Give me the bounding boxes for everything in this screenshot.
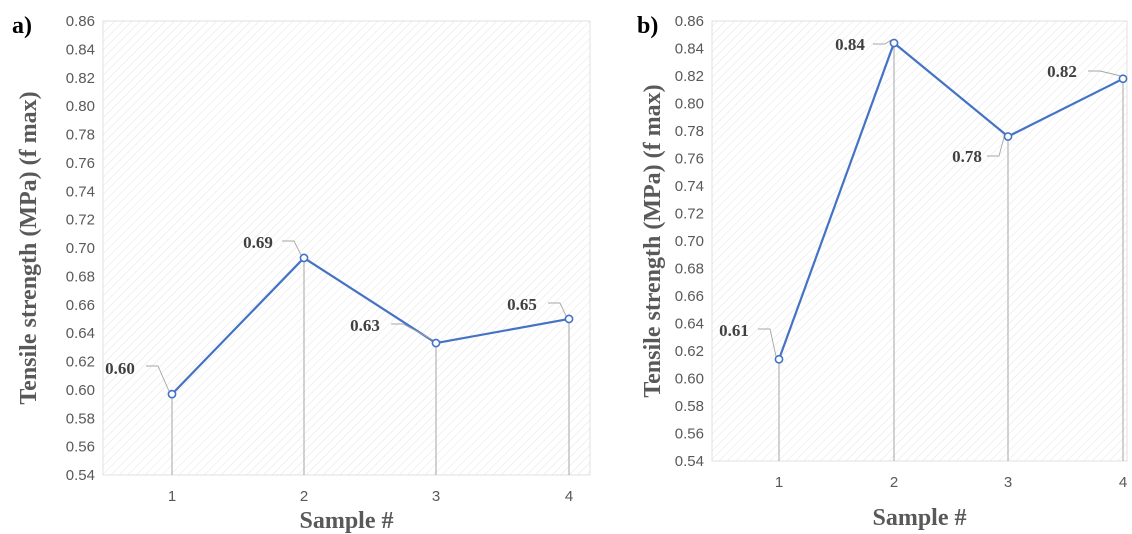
y-tick-label: 0.54 [66,467,95,484]
x-tick-label: 1 [775,474,783,491]
plot-area [102,20,591,476]
y-tick-label: 0.64 [675,316,704,333]
data-point-marker [299,253,309,263]
y-tick-label: 0.58 [675,398,704,415]
y-axis-title: Tensile strength (MPa) (f max) [16,91,42,404]
x-tick-label: 3 [432,488,440,505]
y-tick-label: 0.84 [675,41,704,58]
x-axis-title: Sample # [299,508,393,534]
y-tick-label: 0.60 [675,371,704,388]
data-label: 0.60 [105,359,135,378]
y-tick-label: 0.56 [66,439,95,456]
y-tick-label: 0.62 [66,354,95,371]
leader-line [146,365,170,392]
data-label: 0.82 [1047,62,1077,81]
data-label: 0.69 [243,233,273,252]
data-point-marker [774,354,784,364]
y-tick-label: 0.76 [675,151,704,168]
y-tick-label: 0.74 [675,178,704,195]
data-label: 0.63 [350,316,380,335]
y-tick-label: 0.70 [66,240,95,257]
series-line [171,256,570,395]
y-tick-label: 0.86 [66,13,95,30]
leader-line [282,240,302,256]
panel-label: a) [12,13,32,39]
y-tick-label: 0.66 [66,297,95,314]
x-axis-title: Sample # [872,505,966,531]
y-tick-label: 0.82 [66,70,95,87]
x-tick-label: 2 [890,474,898,491]
chart-panel-b: b) 0.54 0.56 0.58 0.60 0.62 0.64 0.66 0.68 0.70 0.… [637,13,1128,531]
chart-panel-a: a) 0.54 0.56 0.58 0.60 0.62 0.64 0.66 0.68 0.70 0.… [12,13,591,534]
y-tick-label: 0.56 [675,426,704,443]
y-tick-label: 0.78 [675,123,704,140]
x-tick-label: 4 [1119,474,1127,491]
leader-line [391,323,434,341]
x-tick-label: 4 [565,488,573,505]
y-tick-label: 0.72 [66,212,95,229]
leader-line [987,133,1006,157]
x-tick-label: 3 [1004,474,1012,491]
data-point-marker [1118,74,1128,84]
data-label: 0.78 [952,147,982,166]
leader-line [873,39,892,45]
y-tick-label: 0.54 [675,453,704,470]
data-point-marker [564,314,574,324]
data-point-marker [167,389,177,399]
y-tick-label: 0.64 [66,325,95,342]
y-tick-label: 0.72 [675,206,704,223]
data-label: 0.61 [719,321,749,340]
leader-line [1088,70,1121,77]
data-point-marker [431,338,441,348]
y-tick-label: 0.74 [66,183,95,200]
y-tick-label: 0.80 [66,98,95,115]
data-label: 0.84 [835,35,865,54]
y-tick-label: 0.62 [675,343,704,360]
x-tick-label: 1 [168,488,176,505]
y-tick-label: 0.78 [66,127,95,144]
series-line [777,41,1124,360]
leader-line [758,328,777,357]
data-point-marker [1003,132,1013,141]
y-tick-label: 0.82 [675,68,704,85]
y-tick-label: 0.80 [675,96,704,113]
leader-line [548,302,567,317]
y-tick-label: 0.70 [675,233,704,250]
x-tick-label: 2 [300,488,308,505]
panel-label: b) [637,13,658,39]
data-label: 0.65 [507,295,537,314]
y-tick-label: 0.66 [675,288,704,305]
plot-area [711,20,1128,462]
y-tick-label: 0.86 [675,13,704,30]
y-tick-label: 0.60 [66,382,95,399]
y-tick-label: 0.68 [675,261,704,278]
y-tick-label: 0.68 [66,268,95,285]
y-tick-label: 0.58 [66,410,95,427]
data-point-marker [889,38,899,48]
y-tick-label: 0.84 [66,41,95,58]
y-tick-label: 0.76 [66,155,95,172]
y-axis-title: Tensile strength (MPa) (f max) [640,84,666,397]
